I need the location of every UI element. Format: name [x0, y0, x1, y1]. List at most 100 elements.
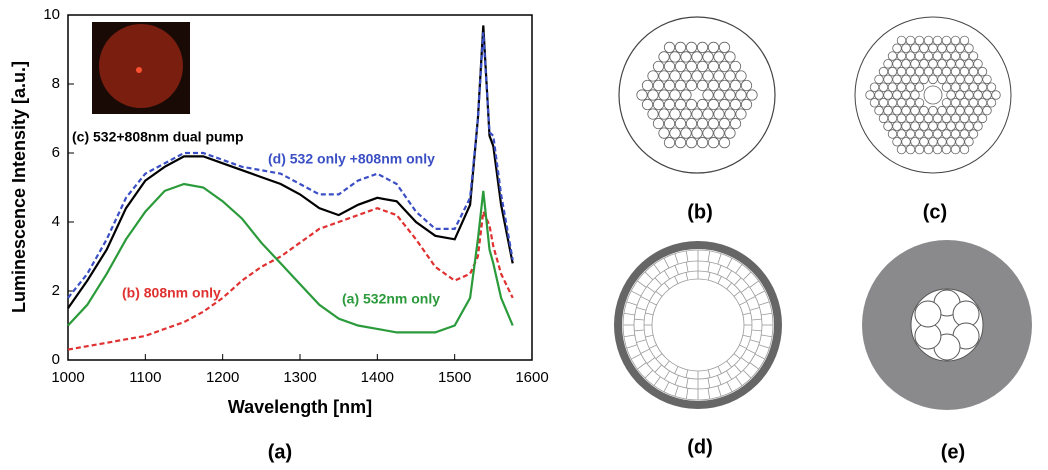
air-hole — [896, 35, 907, 46]
air-hole — [713, 70, 725, 82]
air-hole — [674, 137, 687, 149]
hollow-core — [923, 85, 943, 105]
air-hole — [932, 51, 943, 61]
cell-wall — [637, 362, 647, 370]
cell-wall — [646, 357, 656, 364]
air-hole — [964, 74, 974, 85]
air-hole — [658, 89, 670, 101]
fiber-lattices — [636, 35, 1001, 155]
air-hole — [896, 113, 907, 124]
cell-wall — [717, 385, 722, 397]
air-hole — [941, 66, 952, 77]
air-hole — [919, 59, 929, 69]
fiber-b-cladding — [618, 16, 776, 174]
cell-wall — [733, 291, 741, 297]
air-hole — [923, 35, 934, 46]
air-hole — [663, 79, 676, 92]
air-hole — [977, 66, 988, 77]
plot: 1000 1100 1200 1300 1400 1500 1600 0 2 4 6 8 10 (c) 5… — [43, 6, 548, 386]
cell-wall — [749, 307, 760, 311]
cell-wall — [674, 385, 679, 397]
air-hole — [669, 89, 681, 101]
air-hole — [663, 98, 676, 111]
air-hole — [941, 144, 952, 155]
cell-wall — [623, 334, 635, 338]
air-hole — [696, 79, 709, 92]
air-hole — [647, 70, 659, 82]
cell-wall — [754, 290, 766, 297]
air-hole — [713, 108, 725, 120]
x-tick-label: 1000 — [51, 369, 84, 386]
fiber-c-cladding — [854, 16, 1012, 174]
cell-wall — [630, 290, 642, 297]
air-hole — [914, 35, 925, 46]
air-hole — [892, 121, 902, 131]
air-hole — [718, 117, 731, 130]
air-hole — [896, 98, 907, 108]
air-hole — [878, 113, 889, 124]
cell-wall — [674, 375, 679, 385]
air-hole — [982, 74, 992, 85]
cell-wall — [623, 312, 635, 316]
cell-wall — [654, 277, 662, 286]
air-hole — [932, 144, 943, 155]
air-hole — [707, 98, 720, 111]
air-hole — [874, 90, 884, 100]
inset-fiber — [99, 24, 183, 108]
cell-wall — [735, 376, 743, 386]
cell-wall — [717, 265, 722, 275]
air-hole — [707, 137, 720, 149]
fiber-d-rings — [622, 249, 774, 401]
cell-wall — [707, 272, 711, 281]
cell-wall — [637, 280, 647, 288]
air-hole — [647, 89, 659, 101]
air-hole — [658, 127, 670, 139]
cell-wall — [726, 282, 732, 290]
air-hole — [928, 43, 938, 53]
air-hole — [663, 137, 676, 149]
cell-wall — [739, 301, 747, 306]
air-hole — [950, 35, 961, 46]
air-hole — [883, 121, 893, 131]
air-hole — [919, 105, 929, 116]
air-hole — [968, 82, 979, 92]
air-hole — [914, 98, 925, 108]
y-tick-label: 0 — [52, 351, 60, 368]
air-hole — [680, 127, 692, 139]
air-hole — [946, 90, 956, 100]
air-hole — [669, 108, 681, 120]
cell-wall — [674, 276, 679, 284]
cell-wall — [663, 257, 670, 269]
air-hole — [950, 113, 961, 124]
air-hole — [883, 90, 893, 100]
cell-wall — [740, 357, 750, 364]
series-line — [67, 207, 514, 351]
cell-wall — [664, 360, 670, 368]
air-hole — [910, 90, 920, 100]
cell-wall — [644, 369, 654, 379]
cell-wall — [644, 271, 654, 281]
air-hole — [702, 89, 714, 101]
air-hole — [901, 59, 911, 69]
air-hole — [923, 113, 934, 124]
air-hole — [658, 70, 670, 82]
cell-wall — [717, 276, 722, 284]
air-hole — [914, 82, 925, 92]
series-line — [67, 182, 514, 334]
air-hole — [941, 113, 952, 124]
air-hole — [946, 121, 956, 131]
air-hole — [928, 105, 938, 116]
air-hole — [955, 43, 965, 53]
cell-wall — [636, 339, 647, 343]
air-hole — [663, 41, 676, 53]
air-hole — [950, 129, 961, 139]
air-hole — [718, 98, 731, 111]
air-hole — [724, 51, 736, 63]
cell-wall — [733, 353, 741, 359]
air-hole — [691, 70, 703, 82]
air-hole — [955, 105, 965, 116]
cell-wall — [649, 344, 657, 349]
air-hole — [892, 43, 902, 53]
y-tick-label: 2 — [52, 282, 60, 299]
air-hole — [977, 113, 988, 124]
